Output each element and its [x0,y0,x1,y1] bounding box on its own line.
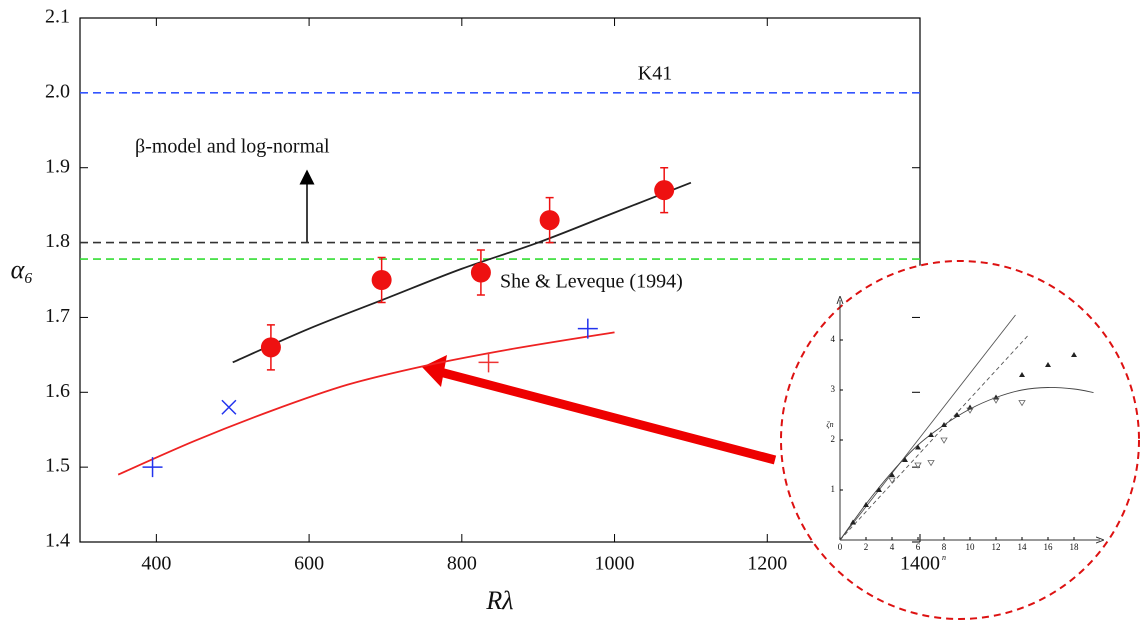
data-point [914,462,922,469]
data-point [539,210,560,231]
data-point [654,180,675,201]
x-tick-label: 6 [916,542,921,552]
y-tick-label: 2 [831,434,836,444]
data-point [470,262,491,283]
x-tick-label: 600 [294,553,324,575]
x-tick-label: 1000 [595,553,635,575]
y-tick-label: 4 [831,334,836,344]
y-tick-label: 1.4 [45,530,70,552]
x-tick-label: 0 [838,542,843,552]
y-tick-label: 1.8 [45,230,70,252]
x-axis-label: Rλ [485,586,513,615]
y-tick-label: 1 [831,484,836,494]
x-tick-label: 400 [141,553,171,575]
data-point [915,444,921,450]
data-point [478,352,499,373]
series-line [117,331,615,476]
y-axis-label: α₆ [11,255,34,284]
reference-label: K41 [638,63,672,85]
series-line [839,314,1016,541]
data-point [889,472,895,477]
data-point [850,519,856,525]
y-axis-label: ζn [826,420,833,429]
reference-label: She & Leveque (1994) [500,271,683,293]
inset-circle [780,260,1140,620]
data-point [1018,400,1026,407]
x-tick-label: 18 [1070,542,1080,552]
data-point [1071,352,1077,357]
data-point [992,397,1000,404]
x-tick-label: 800 [447,553,477,575]
x-tick-label: 1400 [900,553,940,575]
x-tick-label: 10 [966,542,976,552]
data-point [941,422,947,427]
data-point [940,437,948,444]
x-axis-label: n [942,553,946,562]
data-point [371,270,392,290]
main-plot: 400 600 800 1000 1200 1400 1.4 1.5 1.6 1.7 1.8 1.9 2… [11,6,940,615]
data-point [876,487,882,492]
data-point [863,502,869,507]
data-point [1019,372,1025,377]
x-tick-label: 4 [890,542,895,552]
data-point [577,318,598,339]
x-tick-label: 1200 [747,553,787,575]
data-point [260,337,281,358]
x-tick-label: 14 [1018,542,1028,552]
y-tick-label: 2.0 [45,80,70,102]
y-tick-label: 1.6 [45,380,70,402]
x-tick-label: 8 [942,542,947,552]
data-point [1045,362,1051,367]
data-point [966,407,974,414]
x-tick-label: 16 [1044,542,1054,552]
data-point [221,399,237,415]
x-tick-label: 2 [864,542,869,552]
y-tick-label: 1.9 [45,155,70,177]
data-point [888,477,896,484]
y-tick-label: 1.7 [45,305,70,327]
x-tick-label: 12 [992,542,1001,552]
series-line [839,334,1029,541]
data-point [902,457,908,462]
data-point [927,460,935,467]
data-point [928,432,934,437]
y-tick-label: 3 [831,384,836,394]
y-tick-label: 1.5 [45,455,70,477]
pointer-arrow [438,367,777,465]
series-line [232,181,692,364]
pointer-arrow-head [422,355,447,387]
reference-label: β-model and log-normal [135,136,330,158]
y-tick-label: 2.1 [45,6,70,28]
data-point [954,412,960,417]
data-point [142,457,163,478]
